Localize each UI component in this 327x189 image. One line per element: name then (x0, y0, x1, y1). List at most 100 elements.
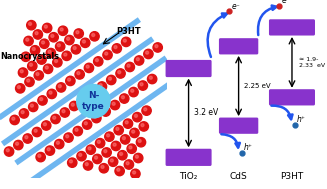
Circle shape (92, 113, 101, 123)
Circle shape (51, 114, 60, 124)
Circle shape (77, 152, 86, 161)
Circle shape (107, 134, 110, 137)
Circle shape (43, 64, 53, 74)
Circle shape (97, 140, 100, 143)
Circle shape (113, 143, 116, 146)
Circle shape (110, 159, 113, 162)
Circle shape (33, 30, 43, 39)
Circle shape (112, 44, 122, 53)
Circle shape (73, 126, 82, 136)
Circle shape (123, 39, 126, 42)
Circle shape (94, 115, 96, 118)
Circle shape (99, 164, 109, 173)
Circle shape (84, 63, 94, 73)
Circle shape (114, 46, 117, 49)
Text: 2.25 eV: 2.25 eV (244, 83, 270, 89)
Circle shape (123, 119, 133, 128)
Circle shape (79, 95, 88, 104)
Circle shape (131, 169, 140, 178)
Circle shape (99, 84, 102, 87)
Circle shape (35, 32, 38, 35)
Circle shape (125, 62, 134, 72)
Circle shape (133, 112, 142, 122)
Circle shape (36, 153, 45, 162)
Circle shape (129, 87, 138, 97)
Circle shape (64, 133, 73, 142)
Circle shape (40, 39, 49, 48)
Circle shape (76, 31, 79, 34)
Circle shape (16, 142, 19, 145)
Circle shape (60, 108, 69, 117)
Text: P3HT: P3HT (117, 27, 141, 36)
Circle shape (97, 82, 107, 91)
FancyBboxPatch shape (165, 60, 212, 77)
Circle shape (155, 45, 158, 48)
Circle shape (125, 121, 128, 124)
Text: P3HT: P3HT (280, 172, 303, 181)
Circle shape (14, 140, 23, 150)
Circle shape (30, 104, 33, 107)
Circle shape (27, 79, 30, 82)
Circle shape (85, 163, 88, 166)
Text: e⁻: e⁻ (282, 0, 291, 5)
Circle shape (20, 70, 23, 73)
Text: h⁺: h⁺ (297, 115, 306, 124)
Circle shape (38, 96, 47, 105)
Circle shape (23, 134, 32, 143)
Circle shape (117, 168, 120, 171)
Circle shape (75, 128, 78, 131)
Circle shape (55, 139, 64, 149)
Circle shape (120, 94, 129, 103)
Circle shape (124, 160, 134, 169)
Circle shape (111, 141, 121, 151)
Circle shape (74, 29, 83, 38)
Circle shape (142, 106, 151, 115)
Circle shape (57, 44, 60, 47)
Circle shape (19, 109, 28, 118)
Circle shape (102, 148, 111, 157)
Circle shape (46, 48, 56, 58)
Circle shape (103, 50, 112, 60)
Circle shape (23, 54, 26, 57)
Circle shape (45, 146, 55, 155)
Circle shape (49, 33, 58, 42)
FancyBboxPatch shape (219, 118, 258, 134)
Circle shape (95, 139, 105, 148)
Circle shape (118, 151, 127, 160)
Circle shape (84, 122, 87, 125)
Circle shape (44, 25, 47, 28)
Circle shape (122, 137, 125, 140)
Circle shape (32, 47, 35, 50)
Circle shape (62, 110, 65, 113)
Circle shape (147, 74, 157, 84)
Circle shape (53, 116, 56, 119)
Circle shape (136, 58, 139, 61)
Circle shape (80, 97, 84, 100)
Circle shape (69, 101, 79, 111)
Circle shape (141, 124, 144, 127)
Circle shape (57, 83, 66, 92)
Circle shape (24, 36, 33, 46)
Circle shape (16, 84, 25, 93)
Circle shape (58, 85, 61, 88)
Circle shape (135, 155, 138, 158)
Circle shape (94, 57, 103, 66)
Circle shape (86, 65, 89, 68)
Circle shape (57, 141, 60, 144)
Circle shape (36, 73, 39, 76)
Circle shape (49, 91, 52, 94)
Circle shape (133, 171, 136, 174)
Circle shape (90, 90, 93, 93)
Circle shape (116, 69, 125, 78)
Circle shape (42, 41, 44, 44)
Text: Nanocrystals: Nanocrystals (0, 52, 59, 61)
Circle shape (92, 33, 95, 36)
Circle shape (28, 102, 38, 112)
Circle shape (42, 121, 51, 130)
Circle shape (43, 23, 52, 33)
Circle shape (38, 154, 41, 157)
Text: N-
type: N- type (82, 91, 105, 111)
FancyBboxPatch shape (269, 89, 315, 105)
Circle shape (90, 32, 99, 41)
Circle shape (26, 38, 29, 41)
